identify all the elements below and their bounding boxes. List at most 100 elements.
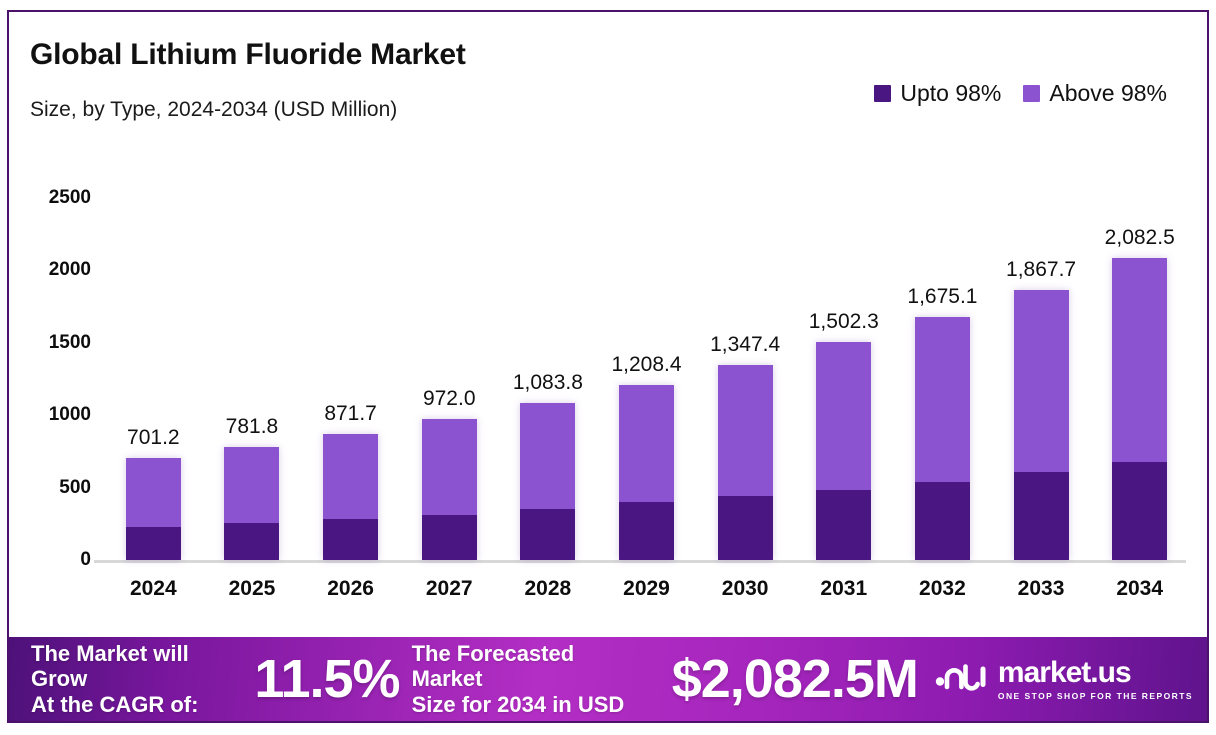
forecast-block: The Forecasted Market Size for 2034 in U… bbox=[400, 641, 919, 716]
bar-group[interactable]: 972.0 bbox=[400, 198, 499, 560]
cagr-caption-line1: The Market will Grow bbox=[31, 641, 189, 692]
x-axis-tick-label: 2024 bbox=[129, 577, 177, 600]
stacked-bar[interactable] bbox=[1112, 258, 1168, 560]
cagr-caption: The Market will Grow At the CAGR of: bbox=[31, 641, 248, 716]
bar-segment-upto-98[interactable] bbox=[1013, 472, 1069, 560]
legend-item-1[interactable]: Above 98% bbox=[1023, 80, 1167, 107]
x-axis-tick-label: 2031 bbox=[820, 577, 868, 600]
bar-segment-upto-98[interactable] bbox=[323, 519, 379, 560]
bar-value-label: 1,347.4 bbox=[710, 332, 781, 356]
y-axis-tick-label: 0 bbox=[80, 549, 91, 570]
bar-value-label: 972.0 bbox=[422, 387, 476, 411]
bar-segment-upto-98[interactable] bbox=[520, 509, 576, 560]
x-axis-tick-label: 2029 bbox=[623, 577, 670, 600]
forecast-value: $2,082.5M bbox=[671, 648, 919, 709]
chart-card: Global Lithium Fluoride Market Size, by … bbox=[7, 10, 1209, 723]
bar-group[interactable]: 871.7 bbox=[301, 198, 400, 560]
bar-segment-upto-98[interactable] bbox=[816, 489, 872, 560]
logo-tagline: ONE STOP SHOP FOR THE REPORTS bbox=[997, 690, 1193, 701]
chart-legend: Upto 98% Above 98% bbox=[874, 80, 1167, 107]
y-axis-tick-label: 2000 bbox=[48, 259, 91, 281]
bar-value-label: 1,675.1 bbox=[907, 285, 978, 309]
bar-segment-upto-98[interactable] bbox=[717, 496, 773, 560]
bar-value-label: 701.2 bbox=[127, 426, 180, 450]
bar-group[interactable]: 1,867.7 bbox=[992, 198, 1091, 560]
bar-segment-above-98[interactable] bbox=[323, 433, 379, 520]
stacked-bar[interactable] bbox=[717, 364, 773, 560]
bar-segment-above-98[interactable] bbox=[1013, 289, 1069, 473]
bar-segment-upto-98[interactable] bbox=[125, 527, 181, 560]
bar-segment-above-98[interactable] bbox=[914, 317, 970, 482]
bar-segment-upto-98[interactable] bbox=[619, 501, 675, 560]
bar-value-label: 1,208.4 bbox=[611, 353, 682, 377]
legend-swatch-icon bbox=[1023, 85, 1041, 102]
logo-wordmark: market.us bbox=[997, 655, 1132, 689]
market-us-logo[interactable]: market.us ONE STOP SHOP FOR THE REPORTS bbox=[934, 655, 1193, 701]
page-title: Global Lithium Fluoride Market bbox=[30, 38, 466, 71]
x-axis-tick-label: 2025 bbox=[228, 577, 276, 600]
x-axis-tick-label: 2026 bbox=[327, 577, 374, 600]
legend-item-0[interactable]: Upto 98% bbox=[874, 80, 1001, 107]
bar-value-label: 871.7 bbox=[324, 401, 377, 425]
x-axis-tick-label: 2034 bbox=[1116, 577, 1164, 600]
forecast-caption-line1: The Forecasted Market bbox=[411, 641, 575, 692]
bar-segment-above-98[interactable] bbox=[421, 419, 477, 515]
market-us-logo-text: market.us ONE STOP SHOP FOR THE REPORTS bbox=[997, 655, 1193, 701]
stacked-bar[interactable] bbox=[914, 317, 970, 560]
stacked-bar[interactable] bbox=[224, 446, 280, 560]
y-axis-tick-label: 2500 bbox=[48, 187, 91, 208]
bar-segment-above-98[interactable] bbox=[520, 403, 576, 510]
x-axis-tick-label: 2027 bbox=[425, 577, 473, 600]
x-axis-tick-label: 2030 bbox=[721, 577, 769, 600]
chart-plot-area: 0 500 1000 1500 2000 2500 701.2 781.8 871.7 972.… bbox=[9, 12, 1207, 721]
page-subtitle: Size, by Type, 2024-2034 (USD Million) bbox=[30, 98, 398, 121]
bar-value-label: 1,083.8 bbox=[512, 371, 583, 395]
bar-segment-above-98[interactable] bbox=[125, 458, 181, 528]
bar-group[interactable]: 1,347.4 bbox=[696, 198, 795, 560]
bar-segment-above-98[interactable] bbox=[816, 342, 872, 490]
x-axis-tick-label: 2033 bbox=[1017, 577, 1065, 600]
stacked-bar[interactable] bbox=[323, 433, 379, 560]
bar-value-label: 2,082.5 bbox=[1104, 226, 1175, 250]
forecast-caption-line2: Size for 2034 in USD bbox=[411, 691, 625, 717]
y-axis-tick-label: 1500 bbox=[48, 331, 91, 353]
legend-item-label: Above 98% bbox=[1049, 80, 1167, 106]
bar-segment-above-98[interactable] bbox=[224, 446, 280, 524]
bar-group[interactable]: 1,502.3 bbox=[794, 198, 893, 560]
bar-group[interactable]: 2,082.5 bbox=[1090, 198, 1189, 560]
bar-value-label: 781.8 bbox=[225, 414, 279, 438]
bar-group[interactable]: 1,083.8 bbox=[499, 198, 598, 560]
x-axis-tick-label: 2032 bbox=[919, 577, 966, 600]
legend-item-label: Upto 98% bbox=[900, 80, 1002, 106]
bar-group[interactable]: 701.2 bbox=[104, 198, 203, 560]
summary-banner: The Market will Grow At the CAGR of: 11.… bbox=[9, 637, 1207, 721]
cagr-caption-line2: At the CAGR of: bbox=[31, 691, 199, 717]
bar-value-label: 1,867.7 bbox=[1006, 257, 1077, 281]
bar-group[interactable]: 781.8 bbox=[203, 198, 302, 560]
stacked-bar[interactable] bbox=[1013, 289, 1069, 560]
stacked-bar[interactable] bbox=[520, 403, 576, 560]
bar-segment-upto-98[interactable] bbox=[914, 481, 970, 560]
bar-segment-upto-98[interactable] bbox=[421, 514, 477, 560]
legend-swatch-icon bbox=[874, 85, 892, 102]
bar-segment-upto-98[interactable] bbox=[224, 523, 280, 560]
x-axis-baseline bbox=[94, 560, 1186, 563]
y-axis-tick-label: 1000 bbox=[48, 404, 91, 426]
bar-group[interactable]: 1,675.1 bbox=[893, 198, 992, 560]
x-axis-tick-label: 2028 bbox=[524, 577, 572, 600]
stacked-bar[interactable] bbox=[619, 385, 675, 560]
stacked-bar[interactable] bbox=[421, 419, 477, 560]
bar-segment-above-98[interactable] bbox=[717, 364, 773, 496]
forecast-caption: The Forecasted Market Size for 2034 in U… bbox=[412, 641, 648, 716]
bar-segment-above-98[interactable] bbox=[1112, 258, 1168, 463]
stacked-bar[interactable] bbox=[816, 342, 872, 560]
bar-group[interactable]: 1,208.4 bbox=[597, 198, 696, 560]
bar-segment-above-98[interactable] bbox=[619, 385, 675, 502]
y-axis-tick-label: 500 bbox=[59, 476, 91, 498]
bar-series-container: 701.2 781.8 871.7 972.0 1,083.8 1,208.4 1,347.… bbox=[104, 198, 1189, 560]
bar-segment-upto-98[interactable] bbox=[1112, 462, 1168, 560]
stacked-bar[interactable] bbox=[125, 458, 181, 560]
market-us-logo-icon bbox=[934, 659, 988, 700]
bar-value-label: 1,502.3 bbox=[808, 310, 879, 334]
